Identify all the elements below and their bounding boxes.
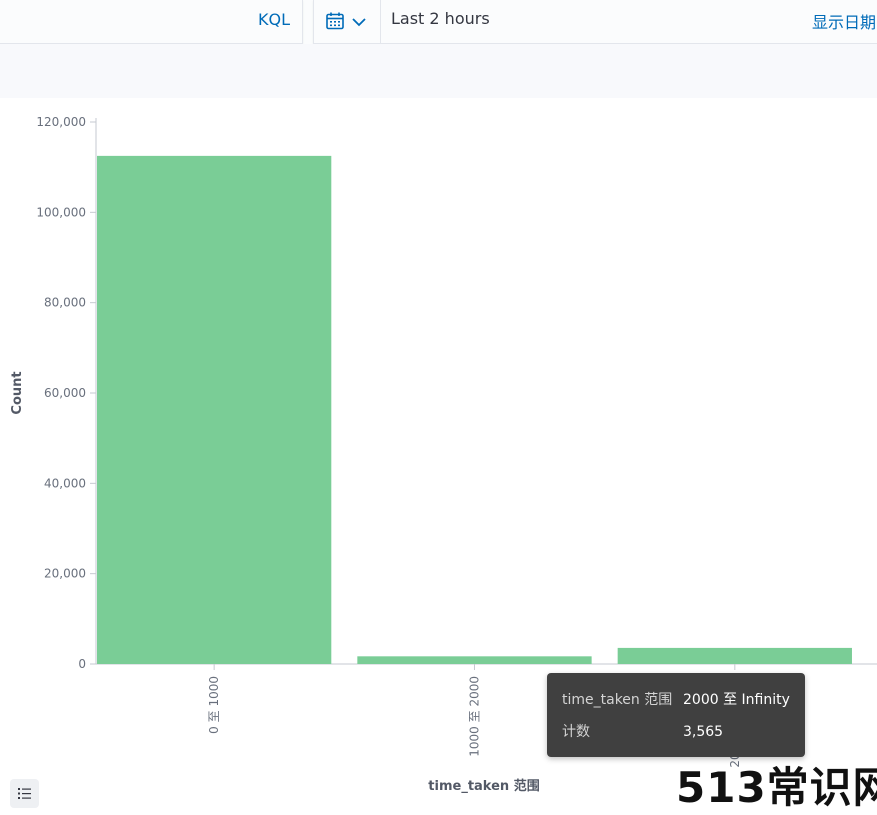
date-picker: Last 2 hours 显示日期	[313, 0, 877, 44]
y-tick-label: 40,000	[44, 476, 86, 490]
filter-bar	[0, 44, 877, 98]
chevron-down-icon	[352, 18, 366, 27]
tooltip-key: 计数	[562, 724, 590, 740]
legend-toggle-button[interactable]	[10, 779, 39, 808]
y-axis-label: Count	[10, 371, 25, 414]
y-tick-label: 60,000	[44, 386, 86, 400]
y-axis: 0 20,000 40,000 60,000 80,000 100,000 120,000	[36, 115, 97, 671]
y-tick-label: 120,000	[36, 115, 86, 129]
x-axis-label: time_taken 范围	[428, 778, 539, 794]
bars	[97, 155, 852, 664]
query-input[interactable]: KQL	[0, 0, 303, 44]
y-tick-label: 100,000	[36, 205, 86, 219]
bar-chart: 020,00040,00060,00080,000100,000120,000 …	[10, 115, 877, 794]
bar[interactable]	[617, 647, 852, 664]
date-quick-menu-button[interactable]	[314, 0, 381, 43]
watermark: 513常识网	[676, 763, 877, 812]
tooltip-value: 3,565	[683, 724, 724, 740]
y-tick-label: 80,000	[44, 296, 86, 310]
tooltip-row: 计数 3,565	[562, 721, 723, 741]
chart-tooltip: time_taken 范围 2000 至 Infinity 计数 3,565	[547, 673, 805, 757]
x-tick-label: 0 至 1000	[207, 676, 221, 734]
bar[interactable]	[97, 155, 332, 664]
top-bar: KQL Last 2 hours 显示日期	[0, 0, 877, 44]
tooltip-value: 2000 至 Infinity	[683, 692, 790, 708]
time-range-text[interactable]: Last 2 hours	[391, 9, 490, 28]
bar[interactable]	[357, 656, 592, 664]
show-dates-button[interactable]: 显示日期	[812, 13, 877, 32]
y-tick-label: 20,000	[44, 567, 86, 581]
list-icon	[18, 788, 31, 799]
tooltip-row: time_taken 范围 2000 至 Infinity	[562, 689, 790, 709]
query-language-button[interactable]: KQL	[258, 10, 290, 29]
tooltip-key: time_taken 范围	[562, 692, 673, 708]
y-tick-label: 0	[78, 657, 86, 671]
x-tick-label: 1000 至 2000	[467, 676, 481, 757]
calendar-icon	[326, 12, 344, 30]
